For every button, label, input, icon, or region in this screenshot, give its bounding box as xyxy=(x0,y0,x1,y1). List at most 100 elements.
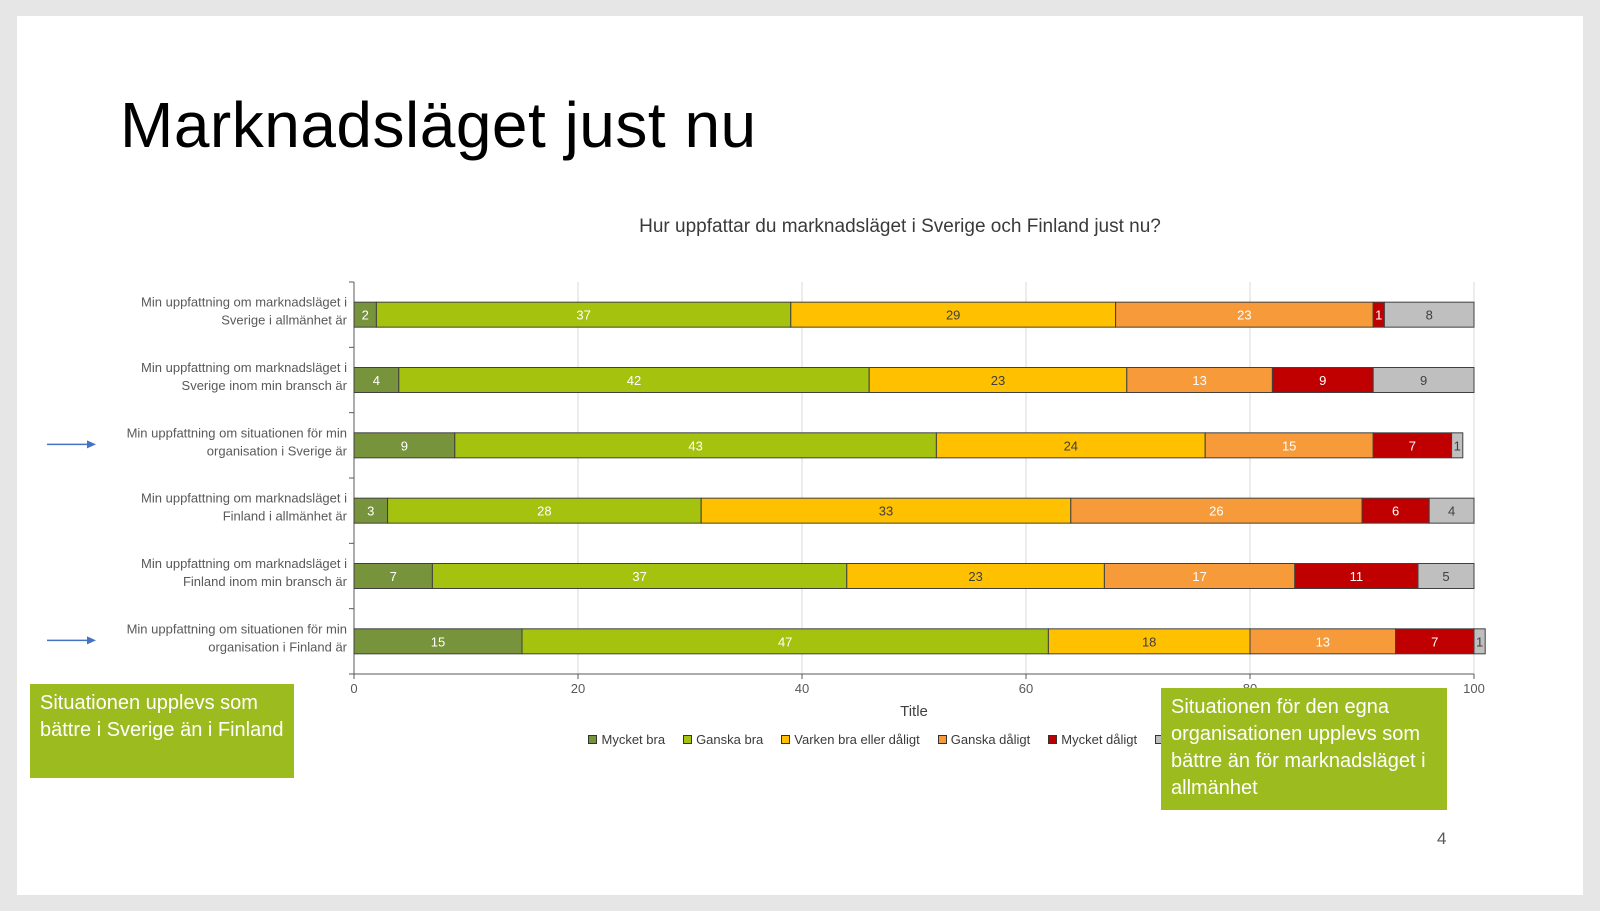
data-label: 26 xyxy=(1209,504,1223,519)
data-label: 1 xyxy=(1476,634,1483,649)
data-label: 43 xyxy=(688,438,702,453)
data-label: 23 xyxy=(991,373,1005,388)
callout-own-organisation: Situationen för den egna organisationen … xyxy=(1161,688,1447,810)
bar-segment xyxy=(353,497,389,524)
legend-swatch xyxy=(937,735,947,744)
legend-swatch xyxy=(683,735,693,744)
bar-segment xyxy=(1115,301,1374,328)
legend-item: Ganska bra xyxy=(683,732,763,747)
data-label: 23 xyxy=(1237,308,1251,323)
bar-segment xyxy=(1395,628,1475,655)
bar-segment xyxy=(1249,628,1397,655)
category-label: Min uppfattning om situationen för min xyxy=(127,621,347,636)
bar-segment xyxy=(1204,432,1374,459)
bar-segment xyxy=(1428,497,1475,524)
bar-segment xyxy=(935,432,1206,459)
category-label: Min uppfattning om situationen för min xyxy=(127,425,347,440)
data-label: 28 xyxy=(537,504,551,519)
legend-label: Ganska bra xyxy=(696,732,764,747)
bar-segment xyxy=(1451,432,1464,459)
legend-item: Ganska dåligt xyxy=(937,732,1031,747)
bar-segment xyxy=(353,367,400,393)
category-label: Min uppfattning om marknadsläget i xyxy=(141,295,347,310)
page-number: 4 xyxy=(1437,829,1447,848)
data-label: 15 xyxy=(1282,438,1296,453)
data-label: 4 xyxy=(373,373,380,388)
category-label: Sverige inom min bransch är xyxy=(182,378,348,393)
data-label: 9 xyxy=(401,438,408,453)
data-label: 33 xyxy=(879,504,893,519)
bar-segment xyxy=(790,301,1117,328)
legend-item: Mycket dåligt xyxy=(1048,732,1137,747)
data-label: 8 xyxy=(1426,308,1433,323)
arrow-right-icon xyxy=(87,636,96,645)
data-label: 13 xyxy=(1192,373,1206,388)
bar-segment xyxy=(353,432,456,459)
data-label: 5 xyxy=(1442,569,1449,584)
legend-label: Ganska dåligt xyxy=(950,732,1031,747)
data-label: 9 xyxy=(1420,373,1427,388)
legend-label: Mycket dåligt xyxy=(1061,732,1138,747)
category-label: organisation i Finland är xyxy=(208,639,347,654)
data-label: 29 xyxy=(946,308,960,323)
x-tick-label: 0 xyxy=(350,681,357,696)
bar-segment xyxy=(521,628,1049,655)
chart-title: Hur uppfattar du marknadsläget i Sverige… xyxy=(639,216,1161,237)
data-label: 6 xyxy=(1392,504,1399,519)
legend-item: Varken bra eller dåligt xyxy=(781,732,920,747)
legend-label: Mycket bra xyxy=(601,732,666,747)
x-axis-title: Title xyxy=(900,703,928,720)
legend-label: Varken bra eller dåligt xyxy=(794,732,920,747)
data-label: 23 xyxy=(968,569,982,584)
data-label: 42 xyxy=(627,373,641,388)
bar-segment xyxy=(398,367,870,393)
bar-segment xyxy=(353,563,433,589)
data-label: 7 xyxy=(1431,634,1438,649)
bar-segment xyxy=(1126,367,1273,393)
data-label: 4 xyxy=(1448,504,1455,519)
category-label: Finland i allmänhet är xyxy=(223,509,348,524)
bar-segment xyxy=(1294,563,1419,589)
data-label: 1 xyxy=(1454,438,1461,453)
data-label: 15 xyxy=(431,634,445,649)
data-label: 1 xyxy=(1375,308,1382,323)
bar-segment xyxy=(1361,497,1430,524)
x-tick-label: 100 xyxy=(1463,681,1485,696)
data-label: 9 xyxy=(1319,373,1326,388)
callout-sweden-vs-finland: Situationen upplevs som bättre i Sverige… xyxy=(30,684,294,778)
data-label: 37 xyxy=(632,569,646,584)
bar-segment xyxy=(454,432,937,459)
bar-segment xyxy=(846,563,1105,589)
bar-segment xyxy=(1070,497,1363,524)
data-label: 7 xyxy=(1409,438,1416,453)
bar-segment xyxy=(431,563,848,589)
category-label: Min uppfattning om marknadsläget i xyxy=(141,360,347,375)
bar-segment xyxy=(1047,628,1251,655)
data-label: 37 xyxy=(576,308,590,323)
data-label: 2 xyxy=(362,308,369,323)
bar-segment xyxy=(1417,563,1475,589)
category-label: Finland inom min bransch är xyxy=(183,574,348,589)
legend-swatch xyxy=(1048,735,1058,744)
bar-segment xyxy=(1383,301,1475,328)
x-tick-label: 20 xyxy=(571,681,585,696)
bar-segment xyxy=(1372,432,1453,459)
data-label: 24 xyxy=(1064,438,1078,453)
data-label: 11 xyxy=(1350,569,1364,584)
data-label: 7 xyxy=(390,569,397,584)
slide-title: Marknadsläget just nu xyxy=(120,89,757,161)
bar-segment xyxy=(1103,563,1296,589)
category-label: Min uppfattning om marknadsläget i xyxy=(141,556,347,571)
bar-segment xyxy=(1473,628,1486,655)
x-tick-label: 40 xyxy=(795,681,809,696)
category-label: organisation i Sverige är xyxy=(207,443,348,458)
data-label: 13 xyxy=(1316,634,1330,649)
category-label: Sverige i allmänhet är xyxy=(221,313,347,328)
legend-swatch xyxy=(781,735,791,744)
legend-swatch xyxy=(588,735,598,744)
data-label: 3 xyxy=(367,504,374,519)
bar-segment xyxy=(387,497,702,524)
data-label: 47 xyxy=(778,634,792,649)
x-tick-label: 60 xyxy=(1019,681,1033,696)
